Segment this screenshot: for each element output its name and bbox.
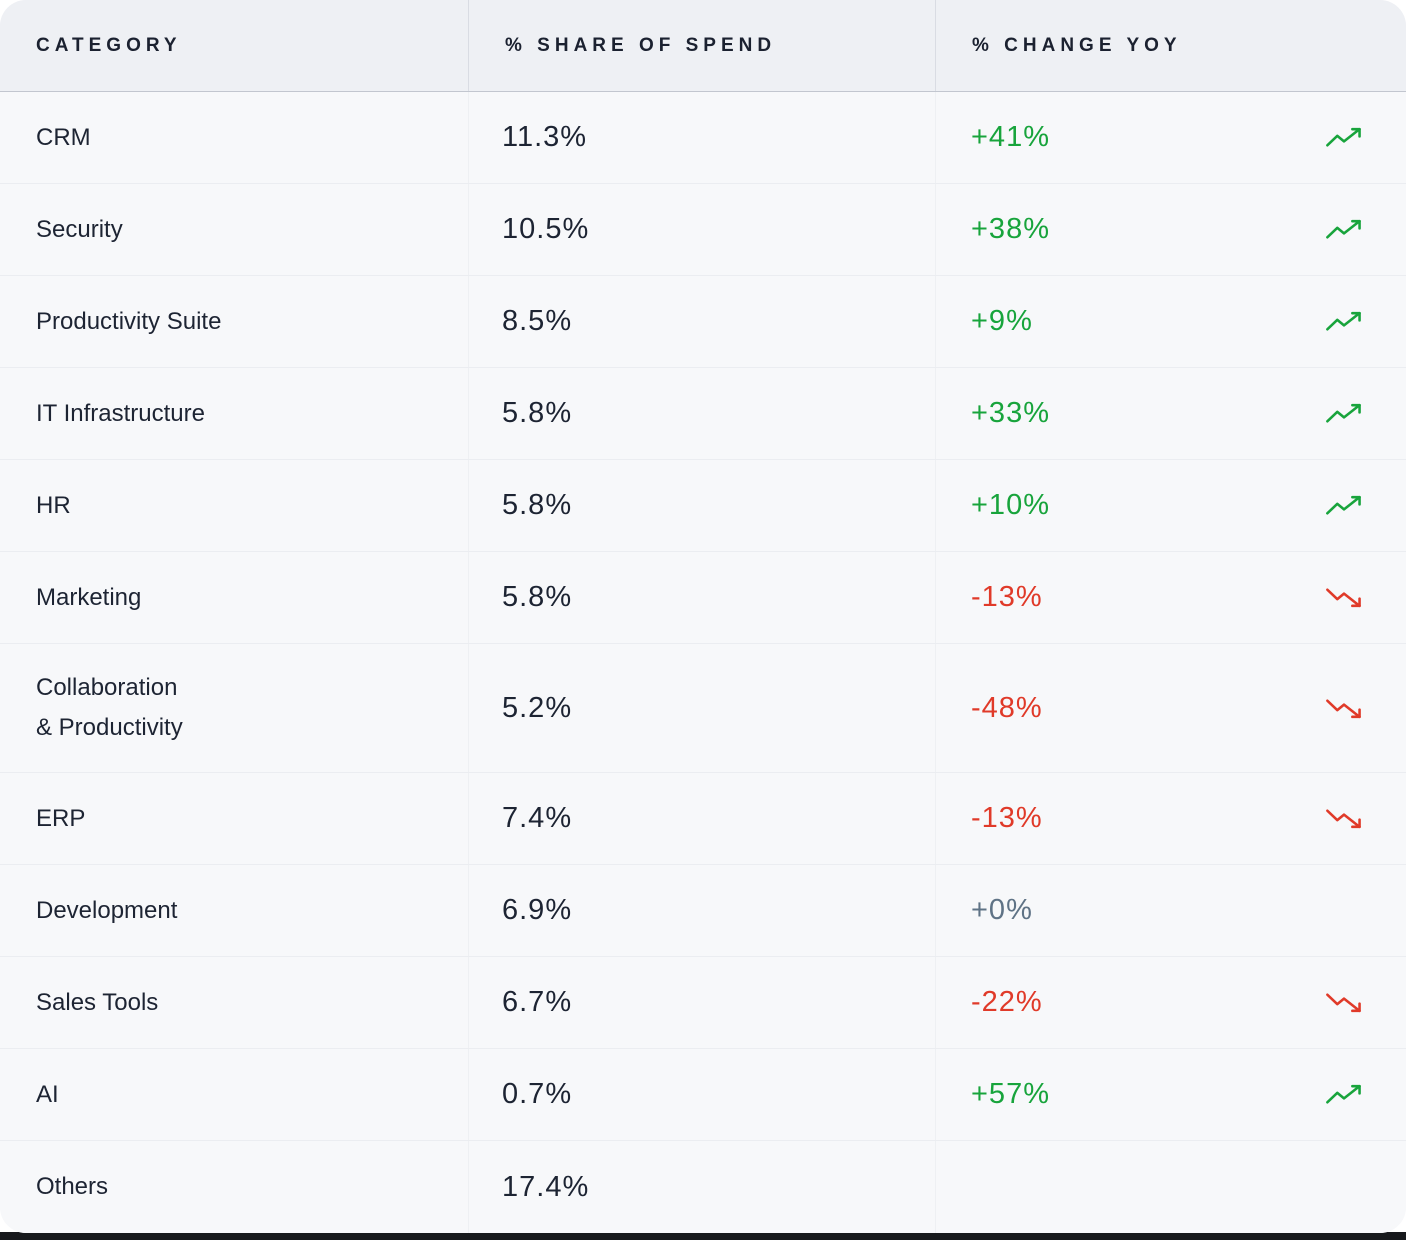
- change-yoy-cell: +33%: [935, 368, 1406, 459]
- change-value: +33%: [971, 397, 1050, 429]
- bottom-dark-strip: [0, 1232, 1406, 1240]
- change-yoy-cell: -22%: [935, 957, 1406, 1048]
- share-of-spend-cell: 6.9%: [468, 865, 935, 956]
- table-row: ERP 7.4% -13%: [0, 773, 1406, 865]
- table-row: Collaboration & Productivity 5.2% -48%: [0, 644, 1406, 773]
- table-row: HR 5.8% +10%: [0, 460, 1406, 552]
- table-body: CRM 11.3% +41% Security 10.5% +38% Produ…: [0, 92, 1406, 1233]
- category-cell: Sales Tools: [36, 988, 159, 1016]
- share-of-spend-cell: 5.8%: [468, 368, 935, 459]
- share-of-spend-cell: 5.8%: [468, 460, 935, 551]
- change-value: -13%: [971, 802, 1043, 834]
- change-yoy-cell: +41%: [935, 92, 1406, 183]
- trend-up-icon: [1324, 216, 1364, 243]
- category-cell: Others: [36, 1173, 109, 1201]
- trend-up-icon: [1326, 403, 1361, 423]
- trend-up-icon: [1324, 308, 1364, 335]
- trend-down-icon: [1326, 809, 1361, 829]
- column-header-change-yoy: % CHANGE YOY: [935, 0, 1406, 91]
- change-value: +0%: [971, 894, 1033, 926]
- trend-up-icon: [1324, 1081, 1364, 1108]
- category-cell: Collaboration & Productivity: [36, 674, 183, 741]
- change-yoy-cell: [935, 1141, 1406, 1233]
- category-cell: Development: [36, 896, 178, 924]
- change-yoy-cell: +10%: [935, 460, 1406, 551]
- table-row: Others 17.4%: [0, 1141, 1406, 1233]
- change-value: -48%: [971, 691, 1043, 724]
- category-cell: CRM: [36, 123, 91, 151]
- share-of-spend-cell: 7.4%: [468, 773, 935, 864]
- change-value: +10%: [971, 489, 1050, 521]
- column-header-share-of-spend: % SHARE OF SPEND: [468, 0, 935, 91]
- table-row: Productivity Suite 8.5% +9%: [0, 276, 1406, 368]
- change-value: -13%: [971, 581, 1043, 613]
- trend-up-icon: [1324, 124, 1364, 151]
- change-value: +57%: [971, 1078, 1050, 1110]
- category-cell: Security: [36, 215, 123, 243]
- share-of-spend-cell: 6.7%: [468, 957, 935, 1048]
- category-cell: IT Infrastructure: [36, 399, 205, 427]
- change-yoy-cell: +9%: [935, 276, 1406, 367]
- column-header-category: CATEGORY: [36, 34, 182, 56]
- trend-down-icon: [1324, 584, 1364, 611]
- category-cell: Productivity Suite: [36, 307, 222, 335]
- change-yoy-cell: +57%: [935, 1049, 1406, 1140]
- share-of-spend-cell: 8.5%: [468, 276, 935, 367]
- trend-down-icon: [1326, 993, 1361, 1013]
- category-cell: Marketing: [36, 583, 142, 611]
- trend-down-icon: [1324, 695, 1364, 722]
- table-row: CRM 11.3% +41%: [0, 92, 1406, 184]
- trend-down-icon: [1326, 588, 1361, 608]
- change-yoy-cell: -48%: [935, 644, 1406, 772]
- trend-up-icon: [1324, 492, 1364, 519]
- share-of-spend-cell: 0.7%: [468, 1049, 935, 1140]
- trend-down-icon: [1324, 805, 1364, 832]
- table-row: Development 6.9% +0%: [0, 865, 1406, 957]
- category-cell: HR: [36, 491, 71, 519]
- table-row: Security 10.5% +38%: [0, 184, 1406, 276]
- category-cell: ERP: [36, 804, 86, 832]
- trend-up-icon: [1326, 219, 1361, 239]
- share-of-spend-cell: 5.2%: [468, 644, 935, 772]
- trend-up-icon: [1326, 311, 1361, 331]
- share-of-spend-cell: 5.8%: [468, 552, 935, 643]
- change-value: -22%: [971, 986, 1043, 1018]
- trend-up-icon: [1326, 127, 1361, 147]
- trend-up-icon: [1326, 1084, 1361, 1104]
- table-row: AI 0.7% +57%: [0, 1049, 1406, 1141]
- share-of-spend-cell: 17.4%: [468, 1141, 935, 1233]
- change-value: +41%: [971, 121, 1050, 153]
- change-value: +38%: [971, 213, 1050, 245]
- table-header-row: CATEGORY % SHARE OF SPEND % CHANGE YOY: [0, 0, 1406, 92]
- trend-down-icon: [1324, 989, 1364, 1016]
- table-row: Sales Tools 6.7% -22%: [0, 957, 1406, 1049]
- change-yoy-cell: +0%: [935, 865, 1406, 956]
- share-of-spend-cell: 10.5%: [468, 184, 935, 275]
- change-yoy-cell: -13%: [935, 552, 1406, 643]
- change-yoy-cell: +38%: [935, 184, 1406, 275]
- table-row: IT Infrastructure 5.8% +33%: [0, 368, 1406, 460]
- table-row: Marketing 5.8% -13%: [0, 552, 1406, 644]
- trend-up-icon: [1326, 495, 1361, 515]
- trend-up-icon: [1324, 400, 1364, 427]
- category-cell: AI: [36, 1080, 59, 1108]
- trend-down-icon: [1326, 698, 1361, 718]
- change-value: +9%: [971, 305, 1033, 337]
- share-of-spend-cell: 11.3%: [468, 92, 935, 183]
- change-yoy-cell: -13%: [935, 773, 1406, 864]
